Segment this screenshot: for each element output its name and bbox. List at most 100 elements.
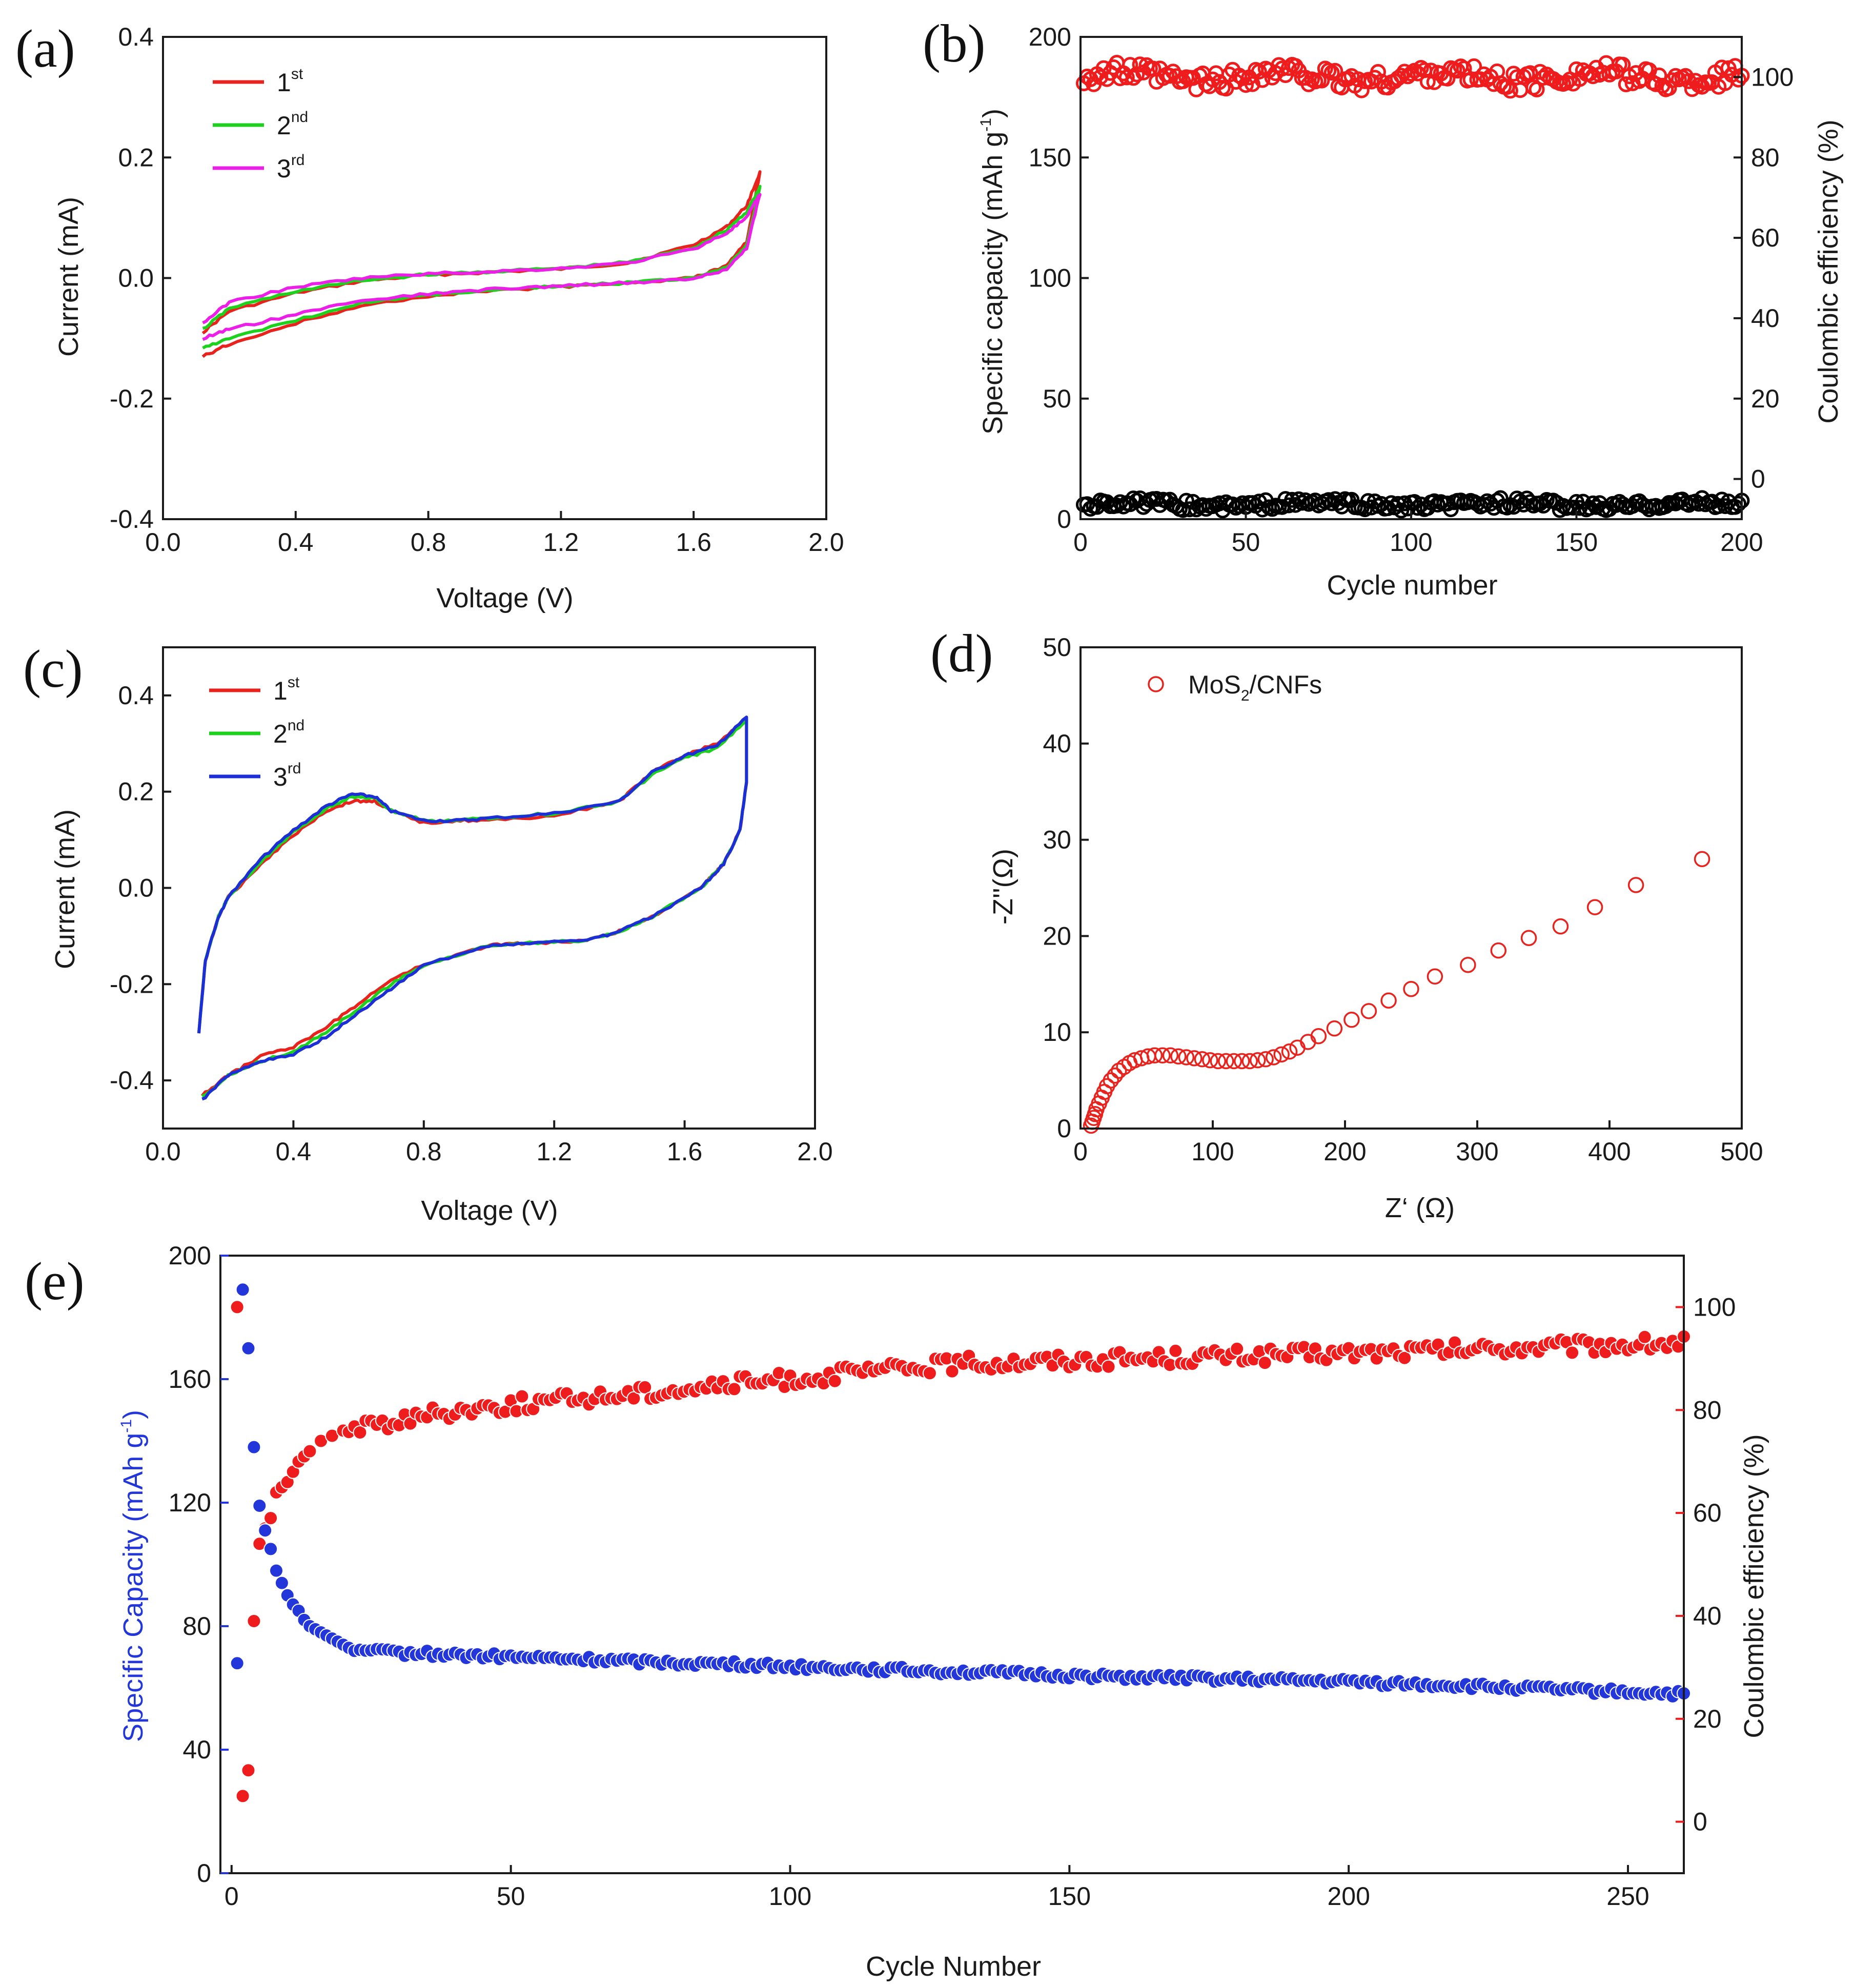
panel-e-efficiency-point bbox=[1101, 1359, 1116, 1374]
panel-b-capacity-point bbox=[1082, 501, 1098, 517]
panel-b-y2-tick-label: 80 bbox=[1751, 143, 1780, 172]
panel-b-y-tick-label: 0 bbox=[1057, 505, 1071, 534]
panel-c-legend: 1st 2nd 3rd bbox=[209, 674, 304, 791]
legend-label-sup: nd bbox=[288, 717, 304, 734]
panel-d-impedance-point bbox=[1257, 1051, 1274, 1068]
panel-e-ylabel: Specific Capacity (mAh g-1) bbox=[118, 1410, 149, 1742]
panel-d-x-tick-label: 100 bbox=[1191, 1137, 1234, 1166]
legend-label-base: MoS bbox=[1188, 670, 1241, 699]
panel-c-y-tick-label: 0.4 bbox=[118, 681, 154, 710]
panel-e-efficiency-point bbox=[727, 1382, 742, 1397]
panel-c-series bbox=[197, 715, 748, 1101]
panel-d-impedance-point bbox=[1218, 1053, 1234, 1070]
panel-e-axes: 0 50 100 150 200 250 0 40 80 120 160 200 0 20 40 60 80 10… bbox=[169, 1241, 1736, 1911]
panel-d-impedance-point bbox=[1427, 968, 1443, 985]
panel-e-ylabel-sup: -1 bbox=[118, 1419, 135, 1433]
panel-e-y2-tick-label: 20 bbox=[1693, 1705, 1722, 1733]
panel-b-ylabel: Specific capacity (mAh g-1) bbox=[977, 109, 1008, 435]
panel-b-efficiency-point bbox=[1661, 80, 1677, 96]
panel-d-impedance-point bbox=[1234, 1053, 1250, 1070]
panel-e-x-tick-label: 0 bbox=[225, 1882, 239, 1911]
panel-e-xlabel: Cycle Number bbox=[866, 1951, 1041, 1982]
panel-b-efficiency-point bbox=[1502, 83, 1518, 99]
panel-d-ylabel: -Z''(Ω) bbox=[988, 849, 1018, 925]
panel-b-x-tick-label: 150 bbox=[1555, 528, 1598, 557]
panel-a-legend-label-1: 1st bbox=[277, 66, 303, 97]
panel-b-capacity-point bbox=[1297, 492, 1314, 508]
panel-b-efficiency-point bbox=[1529, 81, 1545, 97]
panel-d-impedance-point bbox=[1162, 1047, 1179, 1064]
panel-d-impedance-point bbox=[1210, 1053, 1227, 1070]
panel-b-y2-tick-label: 100 bbox=[1751, 63, 1794, 91]
panel-c-series-2-line bbox=[197, 719, 748, 1098]
panel-a-y-tick-label: -0.4 bbox=[110, 505, 154, 534]
panel-a-ylabel: Current (mA) bbox=[53, 197, 84, 357]
panel-e-efficiency-point bbox=[626, 1391, 641, 1406]
panel-b-y2-tick-label: 40 bbox=[1751, 304, 1780, 333]
panel-e-efficiency-point bbox=[1230, 1341, 1245, 1356]
panel-d-impedance-point bbox=[1194, 1051, 1211, 1068]
panel-d-impedance-point bbox=[1249, 1052, 1266, 1069]
panel-e-x-tick-label: 50 bbox=[497, 1882, 525, 1911]
panel-b-ylabel-right: Coulombic efficiency (%) bbox=[1813, 119, 1844, 423]
panel-b-capacity-point bbox=[1264, 501, 1280, 517]
panel-d-impedance-point bbox=[1460, 956, 1476, 973]
panel-d-impedance-point bbox=[1265, 1049, 1282, 1065]
panel-b-x-tick-label: 200 bbox=[1720, 528, 1763, 557]
legend-label-sup: rd bbox=[288, 760, 301, 777]
panel-a-x-tick-label: 1.6 bbox=[676, 528, 711, 557]
panel-e-y-tick-label: 200 bbox=[169, 1241, 211, 1270]
panel-b-y-tick-label: 100 bbox=[1029, 264, 1071, 293]
panel-c-xlabel: Voltage (V) bbox=[421, 1195, 558, 1226]
panel-e-efficiency-point bbox=[922, 1366, 937, 1381]
panel-d-impedance-point bbox=[1281, 1043, 1298, 1060]
panel-e-letter: (e) bbox=[25, 1251, 85, 1311]
panel-e-y-tick-label: 40 bbox=[182, 1735, 211, 1764]
panel-b-efficiency-point bbox=[1393, 68, 1410, 84]
panel-d-impedance-point bbox=[1178, 1049, 1195, 1065]
panel-b-efficiency-point bbox=[1327, 63, 1343, 79]
panel-d-impedance-point bbox=[1694, 851, 1710, 867]
panel-e-efficiency-point bbox=[247, 1614, 261, 1628]
panel-b-y2-tick-label: 20 bbox=[1751, 384, 1780, 413]
panel-a-legend-label-2: 2nd bbox=[277, 109, 308, 140]
panel-a-x-tick-label: 2.0 bbox=[808, 528, 844, 557]
panel-a-series bbox=[201, 170, 762, 358]
panel-d-impedance-point bbox=[1520, 930, 1537, 946]
panel-a-x-tick-label: 0.0 bbox=[145, 528, 181, 557]
panel-e-capacity-point bbox=[241, 1341, 256, 1356]
panel-d-impedance-point bbox=[1103, 1072, 1119, 1089]
panel-b-capacity-point bbox=[1730, 496, 1747, 512]
panel-c-y-tick-label: 0.2 bbox=[118, 777, 154, 806]
panel-e-efficiency-point bbox=[241, 1763, 256, 1778]
panel-d-legend-marker bbox=[1148, 676, 1164, 692]
panel-d-impedance-point bbox=[1403, 980, 1419, 997]
legend-label-sup: nd bbox=[291, 109, 308, 126]
panel-b-cycling-plot: (b) 0 50 100 150 200 0 50 100 150 200 0 20 40 60 80 100… bbox=[923, 13, 1844, 601]
panel-d-impedance-point bbox=[1241, 1053, 1258, 1070]
panel-a-series-3-line bbox=[202, 193, 762, 341]
panel-d-impedance-point bbox=[1326, 1020, 1343, 1037]
panel-d-impedance-point bbox=[1380, 992, 1397, 1009]
panel-d-impedance-point bbox=[1170, 1048, 1187, 1064]
panel-d-impedance-point bbox=[1552, 918, 1569, 935]
panel-a-series-2-line bbox=[202, 185, 762, 350]
panel-e-ylabel-base: Specific Capacity (mAh g bbox=[118, 1433, 149, 1742]
panel-b-x-tick-label: 100 bbox=[1390, 528, 1432, 557]
legend-label-base: 3 bbox=[273, 763, 288, 791]
panel-a-axes: 0.0 0.4 0.8 1.2 1.6 2.0 -0.4 -0.2 0.0 0.2 0.4 bbox=[110, 23, 844, 557]
panel-d-impedance-point bbox=[1154, 1047, 1171, 1064]
panel-b-efficiency-point bbox=[1667, 68, 1684, 84]
legend-label-sup: rd bbox=[291, 152, 305, 169]
panel-e-y-tick-label: 0 bbox=[197, 1859, 211, 1888]
panel-b-x-tick-label: 0 bbox=[1073, 528, 1088, 557]
legend-label-base: 2 bbox=[277, 111, 291, 140]
panel-e-capacity-point bbox=[274, 1575, 289, 1590]
panel-d-impedance-point bbox=[1146, 1047, 1163, 1064]
panel-a-legend: 1st 2nd 3rd bbox=[213, 66, 308, 183]
panel-d-legend-label: MoS2/CNFs bbox=[1188, 670, 1322, 704]
panel-b-efficiency-point bbox=[1449, 63, 1465, 79]
panel-b-xlabel: Cycle number bbox=[1327, 570, 1497, 601]
panel-d-y-tick-label: 40 bbox=[1043, 729, 1071, 758]
panel-a-y-tick-label: -0.2 bbox=[110, 384, 154, 413]
